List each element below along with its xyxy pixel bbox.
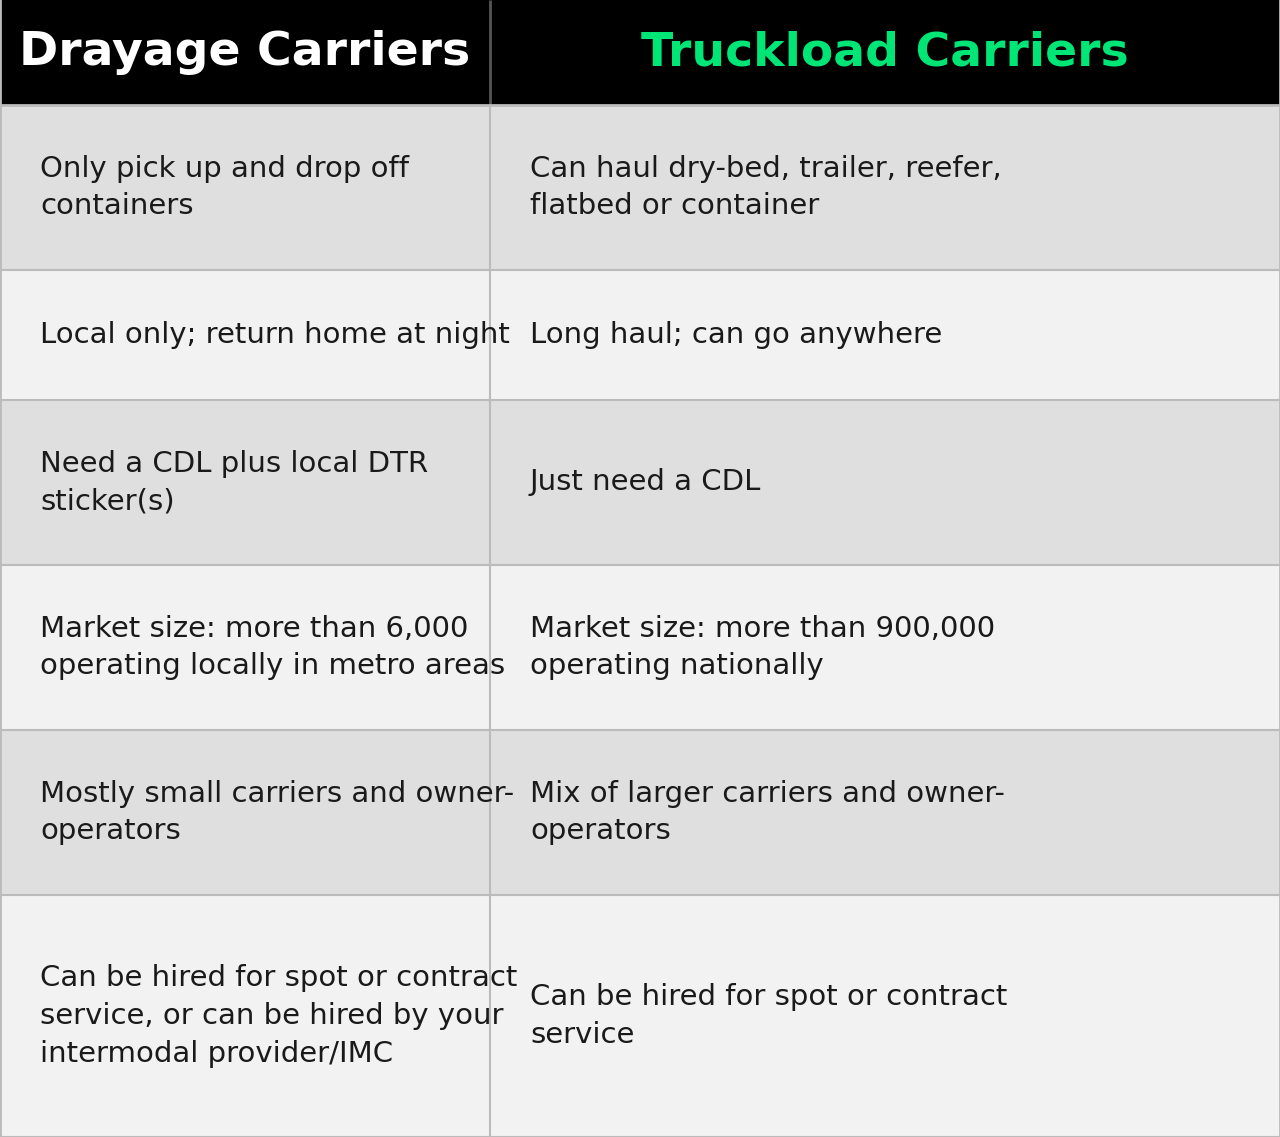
Text: Need a CDL plus local DTR
sticker(s): Need a CDL plus local DTR sticker(s) [40, 449, 428, 515]
Bar [0, 400, 1280, 565]
Bar [0, 730, 1280, 895]
Bar [0, 565, 1280, 730]
Text: Can haul dry-bed, trailer, reefer,
flatbed or container: Can haul dry-bed, trailer, reefer, flatb… [530, 155, 1002, 221]
Text: Only pick up and drop off
containers: Only pick up and drop off containers [40, 155, 410, 221]
Text: Just need a CDL: Just need a CDL [530, 468, 762, 497]
Bar [0, 0, 1280, 105]
Text: Drayage Carriers: Drayage Carriers [19, 30, 471, 75]
Text: Can be hired for spot or contract
service: Can be hired for spot or contract servic… [530, 984, 1007, 1049]
Text: Local only; return home at night: Local only; return home at night [40, 321, 509, 349]
Bar [0, 895, 1280, 1137]
Text: Long haul; can go anywhere: Long haul; can go anywhere [530, 321, 942, 349]
Bar [0, 105, 1280, 269]
Text: Mostly small carriers and owner-
operators: Mostly small carriers and owner- operato… [40, 780, 515, 846]
Text: Can be hired for spot or contract
service, or can be hired by your
intermodal pr: Can be hired for spot or contract servic… [40, 964, 517, 1068]
Text: Truckload Carriers: Truckload Carriers [641, 30, 1129, 75]
Text: Market size: more than 6,000
operating locally in metro areas: Market size: more than 6,000 operating l… [40, 615, 506, 680]
Text: Market size: more than 900,000
operating nationally: Market size: more than 900,000 operating… [530, 615, 995, 680]
Bar [0, 269, 1280, 400]
Text: Mix of larger carriers and owner-
operators: Mix of larger carriers and owner- operat… [530, 780, 1005, 846]
